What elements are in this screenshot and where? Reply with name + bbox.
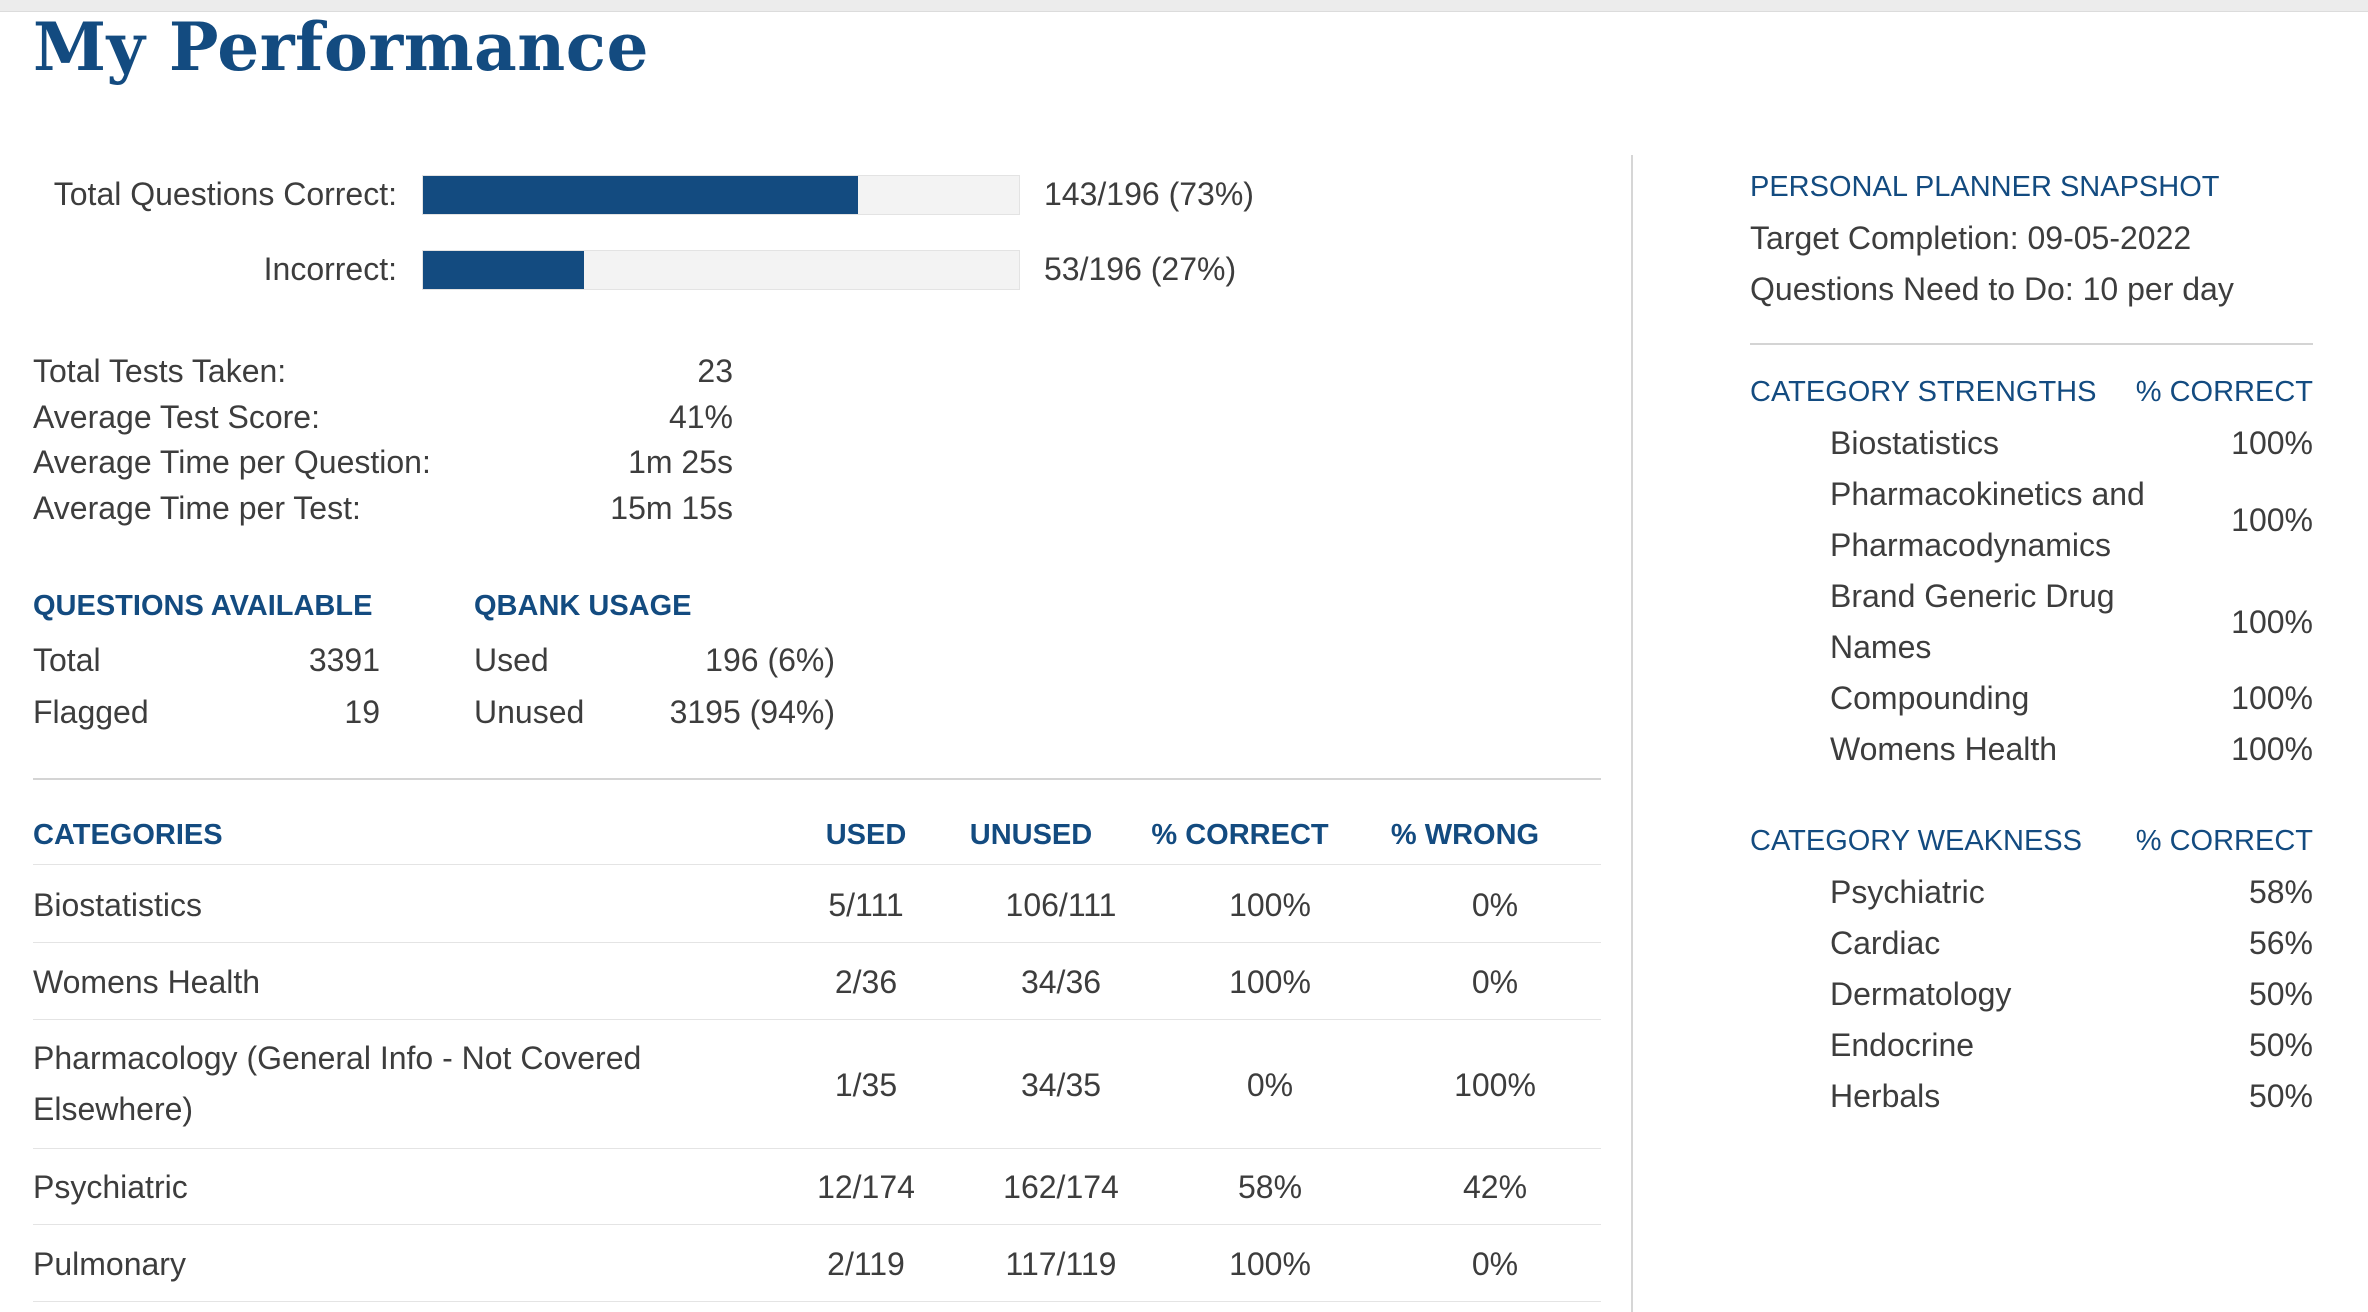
weakness-name: Dermatology (1830, 976, 2012, 1012)
stat-label: Average Test Score: (33, 399, 320, 435)
questions-need: Questions Need to Do: 10 per day (1750, 271, 2234, 307)
qa-value: 3391 (308, 642, 380, 678)
stat-value: 1m 25s (628, 444, 733, 480)
strength-value: 100% (2231, 604, 2313, 640)
strength-name: Biostatistics (1830, 425, 1999, 461)
planner-divider (1750, 343, 2313, 345)
category-name: Womens Health (33, 964, 261, 1000)
row-divider (33, 1019, 1601, 1020)
section-divider (33, 778, 1601, 780)
stat-value: 15m 15s (610, 490, 733, 526)
col-header-categories: CATEGORIES (33, 819, 223, 851)
category-wrong: 0% (1471, 964, 1519, 1000)
category-unused: 162/174 (1003, 1169, 1119, 1205)
category-wrong: 0% (1471, 1246, 1519, 1282)
col-header-unused: UNUSED (969, 819, 1093, 851)
category-correct: 58% (1237, 1169, 1303, 1205)
category-used: 2/119 (827, 1246, 905, 1282)
strength-value: 100% (2231, 731, 2313, 767)
category-correct: 100% (1229, 1246, 1311, 1282)
row-divider (33, 942, 1601, 943)
stat-label: Average Time per Question: (33, 444, 431, 480)
weakness-value: 50% (2248, 1078, 2313, 1114)
strengths-col-header: % CORRECT (2135, 376, 2313, 408)
weakness-heading: CATEGORY WEAKNESS (1750, 825, 2082, 857)
weakness-value: 56% (2248, 925, 2313, 961)
correct-bar-fill (423, 176, 859, 214)
strengths-heading: CATEGORY STRENGTHS (1750, 376, 2097, 408)
category-name-continued: Elsewhere) (33, 1091, 194, 1127)
strength-name: Brand Generic Drug (1830, 578, 2115, 614)
questions-available-heading: QUESTIONS AVAILABLE (33, 590, 373, 622)
col-header-wrong: % WRONG (1390, 819, 1540, 851)
qa-label: Total (33, 642, 101, 678)
strength-name: Compounding (1830, 680, 2030, 716)
category-unused: 117/119 (1005, 1246, 1117, 1282)
category-used: 1/35 (834, 1067, 898, 1103)
category-unused: 106/111 (1005, 887, 1117, 923)
weakness-col-header: % CORRECT (2135, 825, 2313, 857)
qa-label: Flagged (33, 694, 149, 730)
weakness-value: 58% (2248, 874, 2313, 910)
stat-label: Average Time per Test: (33, 490, 361, 526)
row-divider (33, 1148, 1601, 1149)
correct-value: 143/196 (73%) (1044, 176, 1254, 212)
weakness-value: 50% (2248, 976, 2313, 1012)
strength-value: 100% (2231, 425, 2313, 461)
category-used: 5/111 (828, 887, 904, 923)
category-correct: 100% (1229, 887, 1311, 923)
weakness-value: 50% (2248, 1027, 2313, 1063)
category-name: Psychiatric (33, 1169, 188, 1205)
category-correct: 100% (1229, 964, 1311, 1000)
correct-label: Total Questions Correct: (53, 176, 397, 212)
column-divider (1631, 155, 1633, 1312)
strength-name-continued: Names (1830, 629, 1932, 665)
category-unused: 34/36 (1020, 964, 1102, 1000)
weakness-name: Endocrine (1830, 1027, 1975, 1063)
weakness-name: Cardiac (1830, 925, 1941, 961)
weakness-name: Psychiatric (1830, 874, 1985, 910)
stat-label: Total Tests Taken: (33, 353, 287, 389)
qa-value: 19 (344, 694, 380, 730)
incorrect-label: Incorrect: (263, 251, 397, 287)
row-divider (33, 864, 1601, 865)
planner-heading: PERSONAL PLANNER SNAPSHOT (1750, 171, 2220, 203)
incorrect-value: 53/196 (27%) (1044, 251, 1237, 287)
page-title: My Performance (33, 8, 649, 86)
target-completion: Target Completion: 09-05-2022 (1750, 220, 2192, 256)
category-wrong: 42% (1462, 1169, 1528, 1205)
row-divider (33, 1301, 1601, 1302)
strength-value: 100% (2231, 502, 2313, 538)
strength-value: 100% (2231, 680, 2313, 716)
category-name: Pharmacology (General Info - Not Covered (33, 1040, 642, 1076)
incorrect-bar-fill (423, 251, 584, 289)
qbank-label: Unused (474, 694, 585, 730)
category-name: Pulmonary (33, 1246, 186, 1282)
category-unused: 34/35 (1020, 1067, 1102, 1103)
row-divider (33, 1224, 1601, 1225)
qbank-usage-heading: QBANK USAGE (474, 590, 692, 622)
category-used: 12/174 (817, 1169, 915, 1205)
top-bar (0, 0, 2368, 12)
correct-bar (422, 175, 1020, 215)
category-wrong: 100% (1454, 1067, 1536, 1103)
incorrect-bar (422, 250, 1020, 290)
category-correct: 0% (1246, 1067, 1294, 1103)
category-name: Biostatistics (33, 887, 202, 923)
col-header-used: USED (825, 819, 907, 851)
category-used: 2/36 (834, 964, 898, 1000)
stat-value: 23 (697, 353, 733, 389)
col-header-correct: % CORRECT (1151, 819, 1329, 851)
weakness-name: Herbals (1830, 1078, 1941, 1114)
qbank-value: 3195 (94%) (669, 694, 835, 730)
strength-name-continued: Pharmacodynamics (1830, 527, 2111, 563)
qbank-value: 196 (6%) (705, 642, 835, 678)
stat-value: 41% (668, 399, 733, 435)
category-wrong: 0% (1471, 887, 1519, 923)
qbank-label: Used (474, 642, 549, 678)
strength-name: Womens Health (1830, 731, 2058, 767)
strength-name: Pharmacokinetics and (1830, 476, 2145, 512)
